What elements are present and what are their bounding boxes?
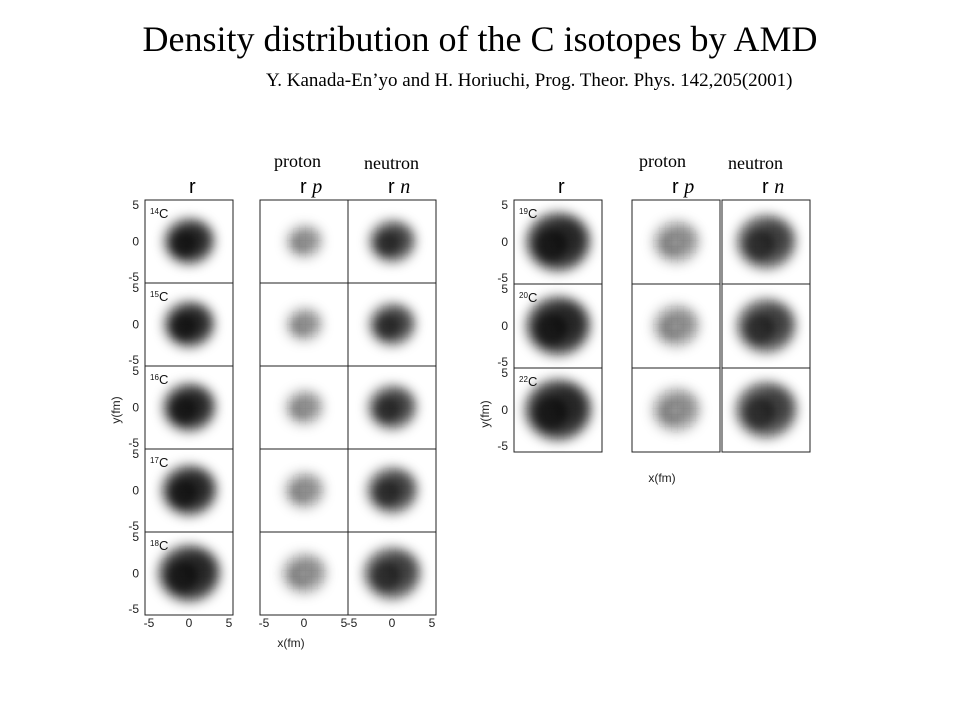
left-r-density-16: [162, 383, 216, 432]
left-rn-density-16: [367, 385, 417, 430]
left-ytick-mid-15: 0: [132, 318, 139, 332]
right-rp-density-20: [652, 304, 700, 348]
neutron-header-left: neutron: [364, 153, 419, 173]
right-isotope-element-19: C: [528, 206, 537, 221]
right-isotope-element-22: C: [528, 374, 537, 389]
right-isotope-mass-19: 19: [519, 207, 528, 216]
left-rp-density-14: [285, 224, 323, 259]
left-isotope-element-17: C: [159, 455, 168, 470]
left-ytick-top-15: 5: [132, 281, 139, 295]
right-ytick-top-22: 5: [501, 366, 508, 380]
left-rn-density-18: [363, 546, 421, 601]
rn-header-right: r n: [762, 176, 785, 198]
left-rp-density-17: [284, 472, 324, 509]
right-rn-density-19: [735, 214, 797, 270]
left-ytick-top-16: 5: [132, 364, 139, 378]
right-ytick-bot-20: -5: [497, 355, 508, 369]
right-rn-cell-22: [721, 367, 811, 453]
left-ytick-bot-15: -5: [128, 353, 139, 367]
left-r-density-14: [163, 218, 215, 265]
right-ytick-top-20: 5: [501, 282, 508, 296]
r-header-left: r: [189, 176, 196, 198]
right-ytick-bot-19: -5: [497, 271, 508, 285]
left-xtick-right-0: 5: [226, 616, 233, 630]
left-xtick-right-1: 5: [341, 616, 348, 630]
left-ytick-bot-17: -5: [128, 519, 139, 533]
right-ytick-mid-22: 0: [501, 403, 508, 417]
left-xtick-left-2: -5: [347, 616, 358, 630]
right-r-density-20: [525, 295, 591, 357]
left-rp-density-18: [281, 552, 327, 595]
left-rn-density-17: [366, 467, 418, 514]
left-r-density-18: [157, 544, 221, 603]
right-r-cell-22: [513, 367, 603, 453]
left-rn-density-14: [368, 220, 416, 263]
right-rn-density-20: [735, 298, 797, 354]
right-ytick-bot-22: -5: [497, 439, 508, 453]
right-rp-density-19: [652, 220, 700, 264]
left-r-density-15: [163, 301, 215, 348]
left-ytick-mid-18: 0: [132, 567, 139, 581]
right-r-density-22: [523, 378, 593, 442]
left-x-axis-label: x(fm): [277, 636, 304, 650]
left-isotope-element-16: C: [159, 372, 168, 387]
right-y-axis-label: y(fm): [478, 400, 492, 427]
left-ytick-mid-17: 0: [132, 484, 139, 498]
citation: Y. Kanada-En’yo and H. Horiuchi, Prog. T…: [266, 70, 793, 91]
left-y-axis-label: y(fm): [109, 396, 123, 423]
right-ytick-mid-19: 0: [501, 235, 508, 249]
rp-header-right: r p: [672, 176, 695, 198]
left-ytick-top-18: 5: [132, 530, 139, 544]
left-isotope-element-15: C: [159, 289, 168, 304]
left-rn-cell-18: [347, 531, 437, 616]
left-xtick-left-1: -5: [259, 616, 270, 630]
right-ytick-mid-20: 0: [501, 319, 508, 333]
left-isotope-mass-16: 16: [150, 373, 159, 382]
right-rp-density-22: [651, 387, 701, 433]
left-isotope-mass-17: 17: [150, 456, 159, 465]
left-rp-density-15: [285, 307, 323, 342]
left-ytick-mid-16: 0: [132, 401, 139, 415]
left-ytick-bot-16: -5: [128, 436, 139, 450]
r-header-right: r: [558, 176, 565, 198]
left-r-density-17: [161, 465, 217, 516]
right-r-density-19: [525, 211, 591, 273]
left-xtick-mid-1: 0: [301, 616, 308, 630]
neutron-header-right: neutron: [728, 153, 783, 173]
left-ytick-top-17: 5: [132, 447, 139, 461]
right-ytick-top-19: 5: [501, 198, 508, 212]
right-isotope-mass-20: 20: [519, 291, 528, 300]
right-rn-density-22: [734, 381, 798, 439]
left-isotope-element-18: C: [159, 538, 168, 553]
left-ytick-bot-14: -5: [128, 270, 139, 284]
left-xtick-mid-0: 0: [186, 616, 193, 630]
left-ytick-mid-14: 0: [132, 235, 139, 249]
left-isotope-element-14: C: [159, 206, 168, 221]
left-xtick-right-2: 5: [429, 616, 436, 630]
right-isotope-element-20: C: [528, 290, 537, 305]
rn-header-left: r n: [388, 176, 411, 198]
left-rp-density-16: [284, 390, 324, 425]
left-rn-density-15: [368, 303, 416, 346]
proton-header-left: proton: [274, 151, 321, 171]
slide-title: Density distribution of the C isotopes b…: [142, 19, 818, 59]
right-isotope-mass-22: 22: [519, 375, 528, 384]
left-ytick-top-14: 5: [132, 198, 139, 212]
left-isotope-mass-14: 14: [150, 207, 159, 216]
right-rp-cell-22: [631, 367, 721, 453]
rp-header-left: r p: [300, 176, 323, 198]
left-ytick-bot-18: -5: [128, 602, 139, 616]
proton-header-right: proton: [639, 151, 686, 171]
left-isotope-mass-18: 18: [150, 539, 159, 548]
left-r-cell-18: [144, 531, 234, 616]
right-x-axis-label: x(fm): [648, 471, 675, 485]
left-xtick-left-0: -5: [144, 616, 155, 630]
left-isotope-mass-15: 15: [150, 290, 159, 299]
left-xtick-mid-2: 0: [389, 616, 396, 630]
